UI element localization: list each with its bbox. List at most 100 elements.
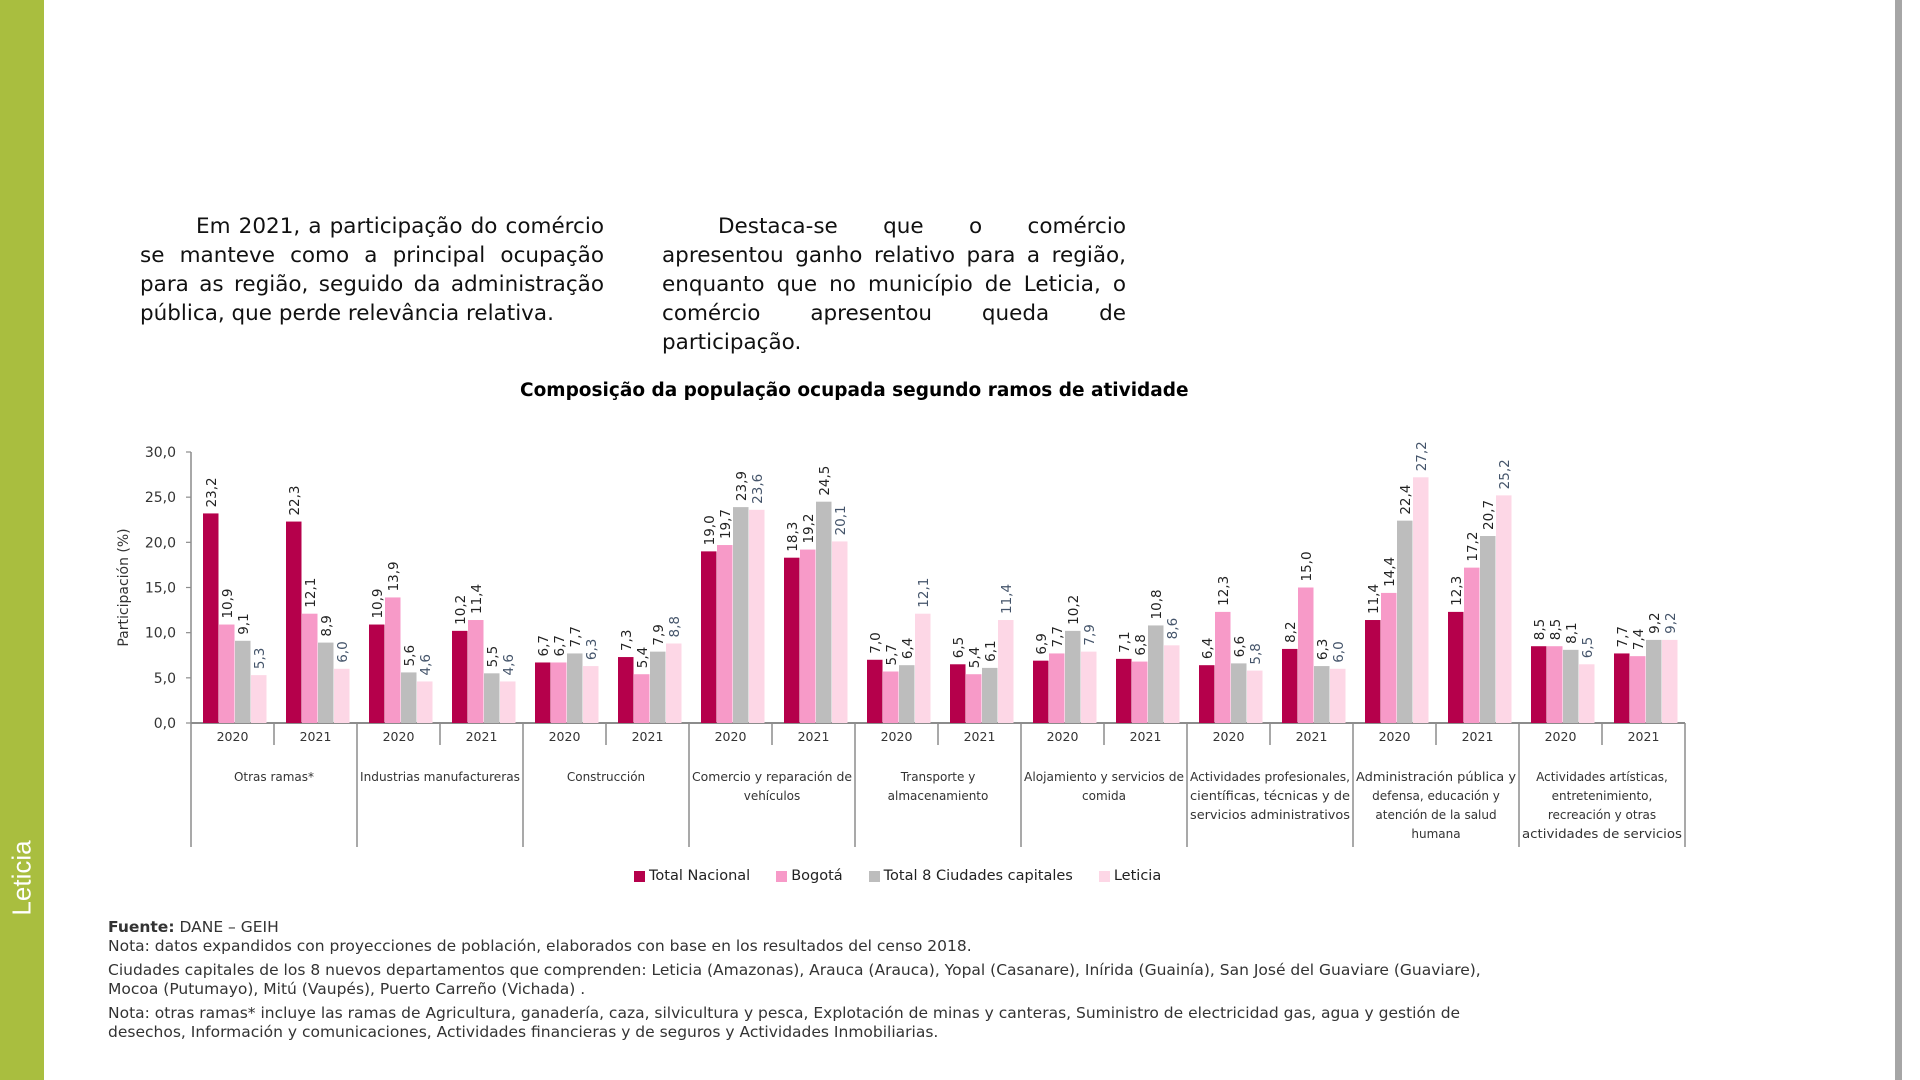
- year-tick-label: 2020: [1047, 729, 1079, 744]
- year-tick-label: 2020: [1213, 729, 1245, 744]
- chart-legend: Total Nacional Bogotá Total 8 Ciudades c…: [634, 866, 1161, 886]
- category-label: Comercio y reparación de: [692, 770, 852, 784]
- legend-label: Bogotá: [791, 868, 843, 884]
- data-label: 6,5: [1580, 637, 1596, 658]
- data-label: 14,4: [1382, 557, 1398, 587]
- bar-total-8-ciudades-capitales: [1646, 639, 1662, 723]
- sidebar-band: Leticia: [0, 0, 44, 1080]
- data-label: 23,2: [204, 477, 220, 507]
- data-label: 22,4: [1398, 485, 1414, 515]
- data-label: 6,3: [584, 639, 600, 660]
- bar-total-nacional: [452, 630, 468, 723]
- year-tick-label: 2021: [1462, 729, 1494, 744]
- data-label: 22,3: [287, 485, 303, 515]
- bar-total-8-ciudades-capitales: [1314, 666, 1330, 723]
- data-label: 8,5: [1548, 619, 1564, 640]
- bar-bogot-: [302, 613, 318, 723]
- year-tick-label: 2021: [300, 729, 332, 744]
- bar-total-nacional: [1448, 611, 1464, 723]
- data-label: 11,4: [999, 584, 1015, 614]
- bar-bogot-: [883, 671, 899, 723]
- bar-total-8-ciudades-capitales: [318, 642, 334, 723]
- data-label: 6,4: [1200, 638, 1216, 659]
- data-label: 6,7: [536, 635, 552, 656]
- legend-item-total-nacional: Total Nacional: [634, 868, 750, 884]
- year-tick-label: 2021: [1628, 729, 1660, 744]
- category-label: vehículos: [744, 789, 801, 803]
- data-label: 5,8: [1248, 643, 1264, 664]
- bar-total-nacional: [1531, 646, 1547, 723]
- data-label: 6,0: [335, 641, 351, 662]
- data-label: 6,0: [1331, 641, 1347, 662]
- bar-bogot-: [634, 674, 650, 723]
- bar-total-8-ciudades-capitales: [816, 501, 832, 723]
- data-label: 6,8: [1133, 634, 1149, 655]
- bar-total-8-ciudades-capitales: [982, 667, 998, 723]
- year-tick-label: 2020: [1545, 729, 1577, 744]
- data-label: 5,5: [485, 646, 501, 667]
- legend-swatch-bogota: [776, 870, 788, 882]
- note-cities-line1: Ciudades capitales de los 8 nuevos depar…: [108, 961, 1481, 979]
- category-label: actividades de servicios: [1522, 827, 1682, 841]
- bar-bogot-: [1630, 656, 1646, 723]
- data-label: 7,0: [868, 632, 884, 653]
- data-label: 12,1: [303, 578, 319, 608]
- bar-leticia: [749, 509, 765, 723]
- bar-leticia: [1330, 668, 1346, 723]
- bar-leticia: [1496, 495, 1512, 723]
- bar-bogot-: [717, 545, 733, 723]
- bar-total-nacional: [1614, 653, 1630, 723]
- note-projections: Nota: datos expandidos con proyecciones …: [108, 937, 972, 955]
- legend-label: Leticia: [1113, 868, 1162, 884]
- y-tick-label: 10,0: [145, 626, 176, 642]
- bar-leticia: [1081, 651, 1097, 723]
- chart-footnotes: Fuente: DANE – GEIH Nota: datos expandid…: [108, 918, 1628, 1042]
- data-label: 5,6: [402, 645, 418, 666]
- bar-bogot-: [1049, 653, 1065, 723]
- bar-total-8-ciudades-capitales: [235, 640, 251, 723]
- year-tick-label: 2020: [549, 729, 581, 744]
- category-label: Construcción: [567, 770, 645, 784]
- data-label: 5,7: [884, 644, 900, 665]
- year-tick-label: 2020: [383, 729, 415, 744]
- bar-total-8-ciudades-capitales: [1563, 649, 1579, 723]
- bar-total-8-ciudades-capitales: [484, 673, 500, 723]
- bar-bogot-: [1215, 611, 1231, 723]
- data-label: 9,2: [1663, 612, 1679, 633]
- data-label: 12,3: [1449, 576, 1465, 606]
- data-label: 13,9: [386, 561, 402, 591]
- data-label: 23,6: [750, 474, 766, 504]
- data-label: 27,2: [1414, 441, 1430, 471]
- data-label: 8,9: [319, 615, 335, 636]
- year-tick-label: 2020: [715, 729, 747, 744]
- data-label: 10,9: [370, 588, 386, 618]
- data-label: 8,5: [1532, 619, 1548, 640]
- year-tick-label: 2020: [1379, 729, 1411, 744]
- legend-item-bogota: Bogotá: [776, 868, 843, 884]
- bar-total-8-ciudades-capitales: [899, 665, 915, 723]
- chart-title: Composição da população ocupada segundo …: [520, 380, 1189, 401]
- data-label: 20,1: [833, 505, 849, 535]
- legend-swatch-total-nacional: [634, 870, 645, 882]
- category-label: humana: [1411, 827, 1460, 841]
- category-label: recreación y otras: [1548, 808, 1656, 822]
- bar-leticia: [998, 620, 1014, 723]
- year-tick-label: 2021: [798, 729, 830, 744]
- y-tick-label: 5,0: [154, 671, 176, 687]
- y-tick-label: 25,0: [145, 490, 176, 506]
- paragraph-right: Destaca-se que o comércio apresentou gan…: [662, 212, 1126, 354]
- data-label: 8,2: [1283, 621, 1299, 642]
- data-label: 8,1: [1564, 622, 1580, 643]
- category-label: Administración pública y: [1356, 770, 1516, 784]
- data-label: 7,4: [1631, 629, 1647, 650]
- bar-bogot-: [385, 597, 401, 723]
- bar-total-nacional: [203, 513, 219, 723]
- bar-bogot-: [468, 620, 484, 723]
- data-label: 4,6: [418, 654, 434, 675]
- paragraph-right-text: Destaca-se que o comércio apresentou gan…: [662, 214, 1126, 354]
- data-label: 8,6: [1165, 618, 1181, 639]
- bar-total-8-ciudades-capitales: [1065, 630, 1081, 723]
- data-label: 6,7: [552, 635, 568, 656]
- data-label: 6,9: [1034, 633, 1050, 654]
- y-tick-label: 20,0: [145, 535, 176, 551]
